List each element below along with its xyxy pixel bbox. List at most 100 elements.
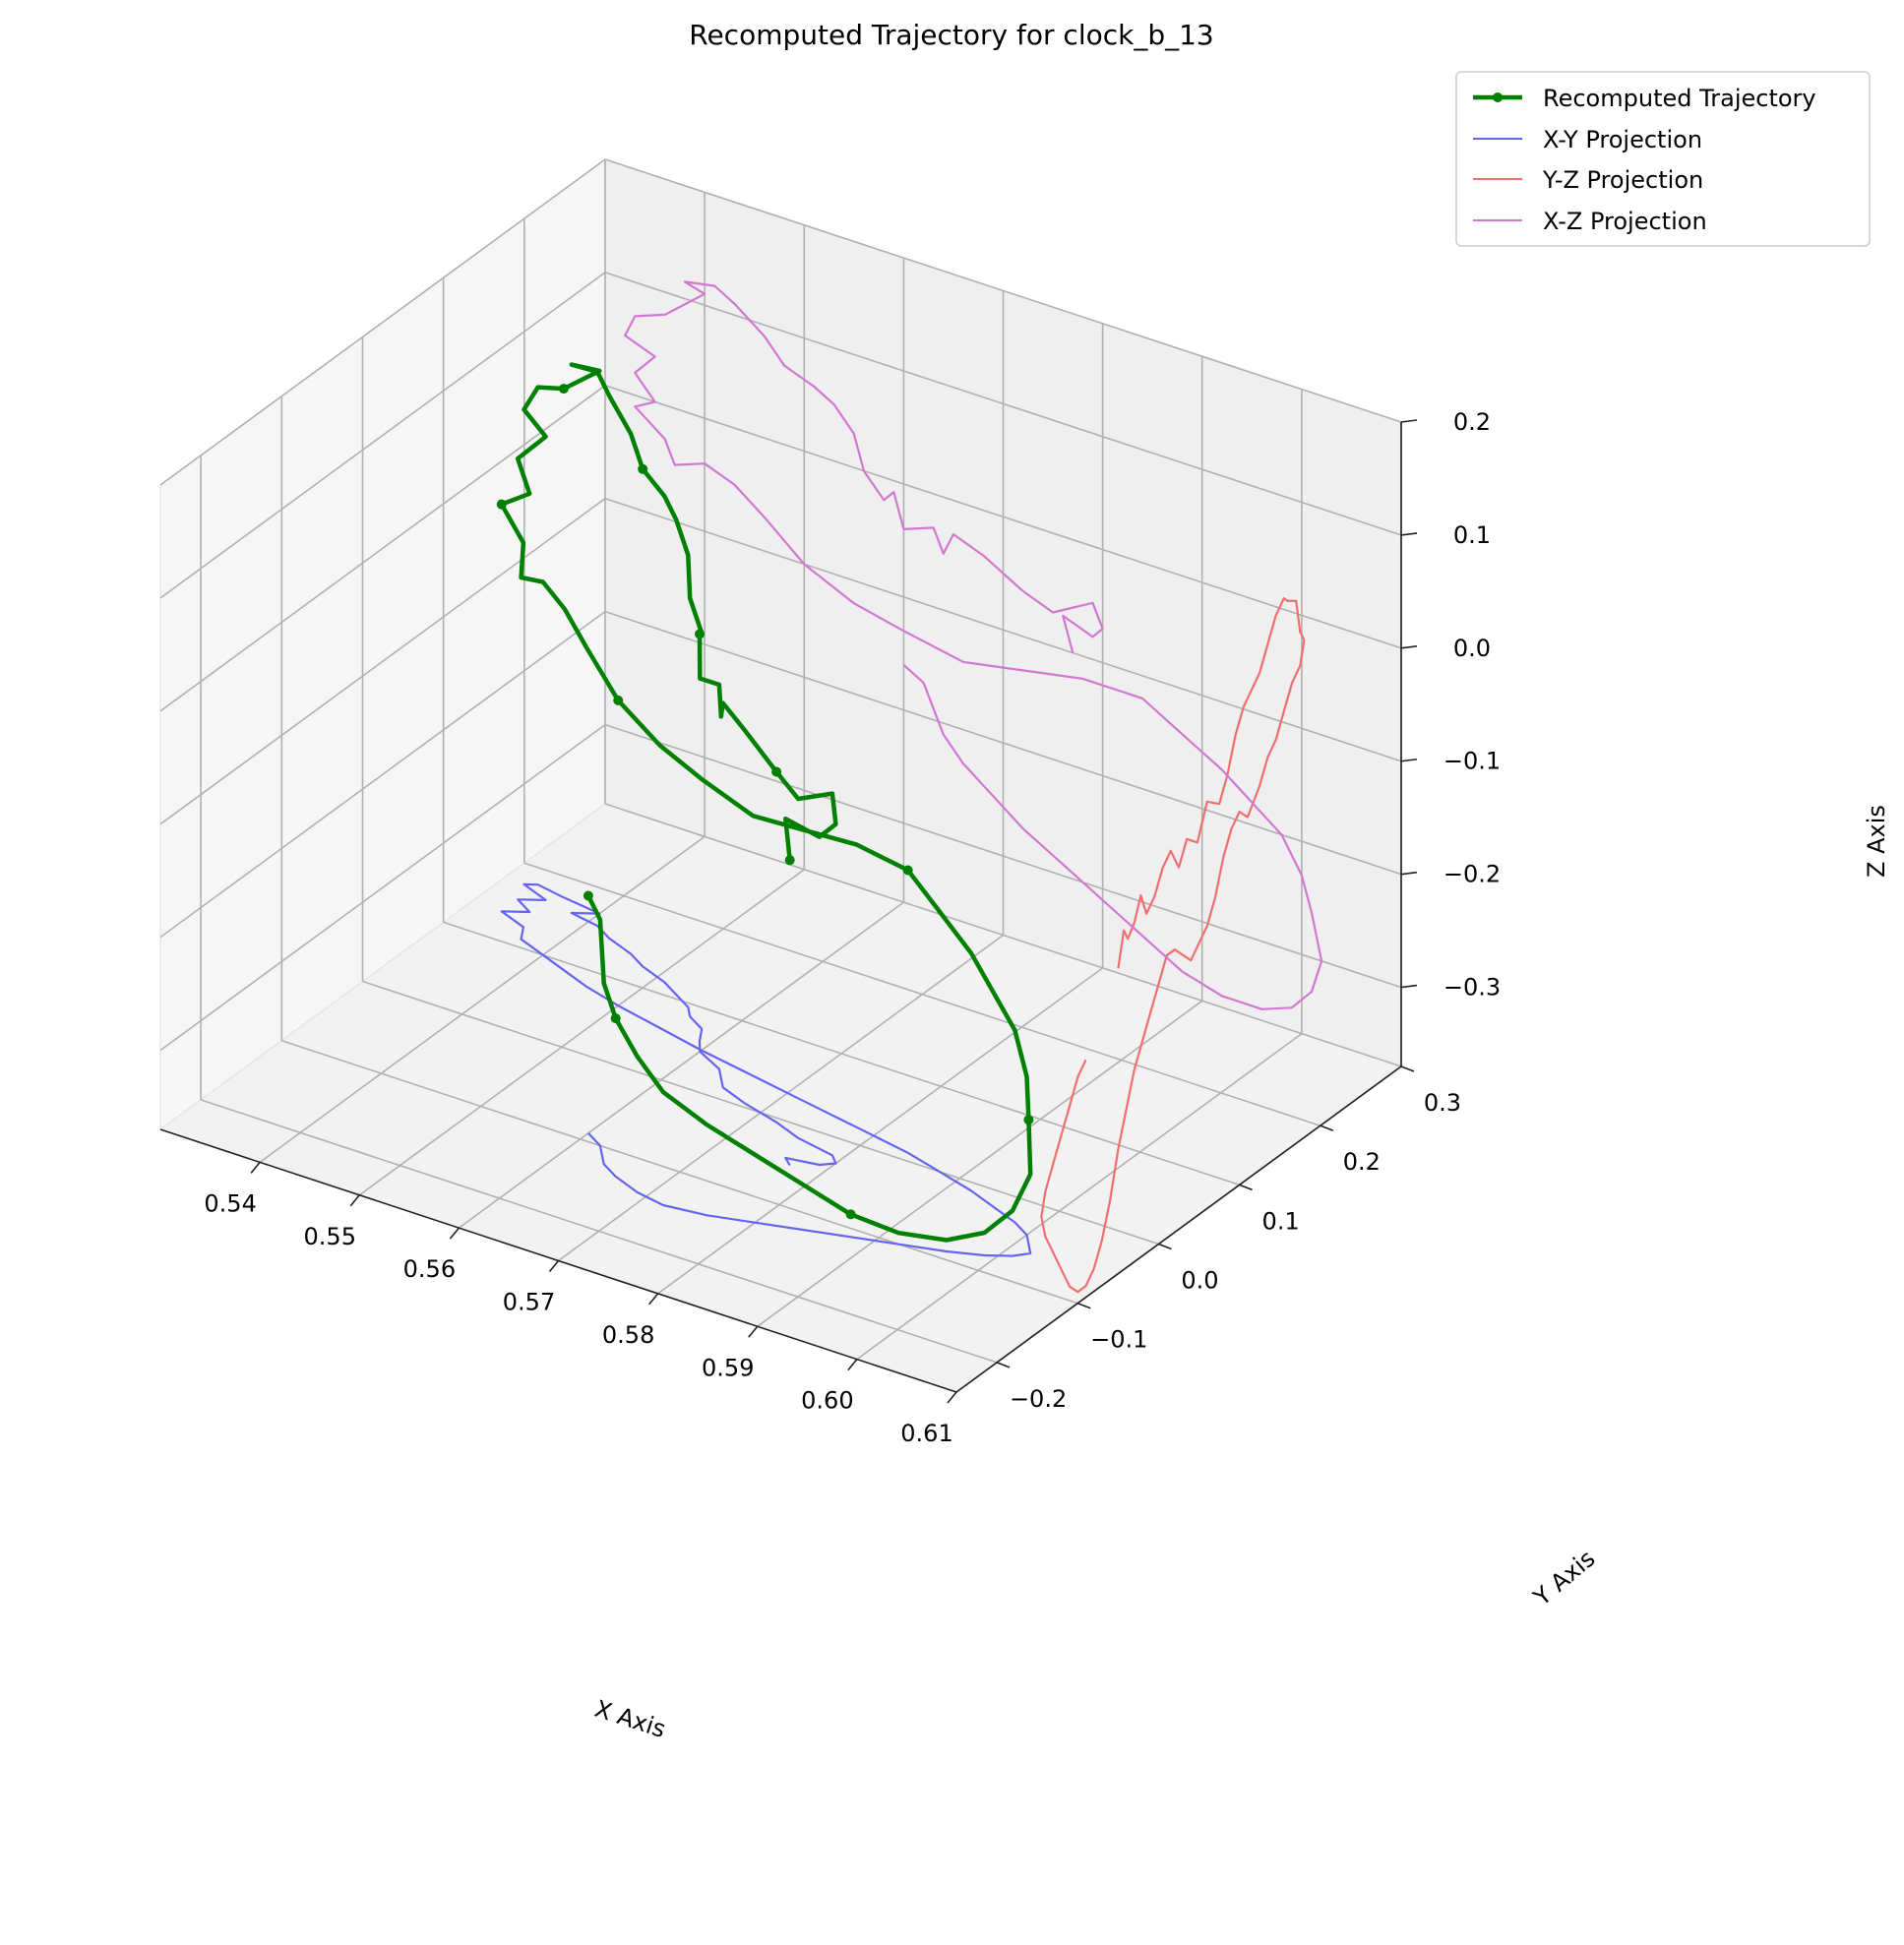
- axis-lines: [159, 419, 1418, 1404]
- z-tick-label-1: −0.2: [1443, 861, 1501, 888]
- y-tick-label-1: −0.1: [1090, 1326, 1147, 1354]
- legend: Recomputed Trajectory X-Y Projection Y-Z…: [1455, 71, 1871, 247]
- y-tick-mark-5: [1400, 1065, 1415, 1072]
- y-tick-label-2: 0.0: [1181, 1267, 1218, 1295]
- x-tick-mark-5: [748, 1325, 759, 1338]
- z-tick-mark-2: [1400, 758, 1418, 762]
- legend-label-xz: X-Z Projection: [1543, 208, 1707, 235]
- z-tick-mark-3: [1400, 645, 1418, 649]
- x-axis-label: X Axis: [591, 1695, 669, 1743]
- z-tick-label-4: 0.1: [1453, 521, 1491, 549]
- z-grid-back-0: [604, 723, 1402, 989]
- chart-title: Recomputed Trajectory for clock_b_13: [689, 19, 1214, 51]
- y-tick-label-5: 0.3: [1424, 1089, 1461, 1117]
- trajectory-point-48: [1023, 1115, 1034, 1125]
- x-tick-label-0: 0.54: [204, 1189, 256, 1217]
- trajectory-point-6: [771, 766, 782, 777]
- y-tick-mark-0: [996, 1362, 1011, 1368]
- y-grid-floor-5: [604, 803, 1402, 1067]
- legend-marker-recomputed: [1493, 92, 1503, 102]
- legend-entry-yz: Y-Z Projection: [1473, 166, 1703, 194]
- x-tick-label-6: 0.60: [801, 1387, 853, 1415]
- trajectory-point-54: [845, 1209, 856, 1220]
- trajectory-point-12: [695, 629, 705, 639]
- x-tick-label-5: 0.59: [702, 1354, 754, 1381]
- y-tick-mark-2: [1158, 1243, 1172, 1250]
- z-grid-left-5: [159, 158, 606, 486]
- trajectory-point-36: [613, 695, 624, 705]
- trajectory-point-64: [583, 890, 593, 901]
- tick-labels: 0.54 0.55 0.56 0.57 0.58 0.59 0.60 0.61 −0.2 −0.1…: [204, 408, 1501, 1447]
- gridlines: [159, 158, 1402, 1393]
- trajectory-point-60: [610, 1013, 621, 1024]
- z-grid-back-1: [604, 610, 1402, 876]
- yz-projection-line: [1040, 597, 1306, 1294]
- x-grid-floor-1: [358, 869, 805, 1196]
- x-tick-label-3: 0.57: [503, 1289, 555, 1316]
- data-series: [496, 280, 1323, 1294]
- y-tick-label-4: 0.2: [1343, 1148, 1381, 1176]
- y-tick-mark-4: [1320, 1124, 1334, 1131]
- legend-label-yz: Y-Z Projection: [1542, 166, 1703, 194]
- z-grid-left-4: [159, 272, 606, 599]
- y-grid-floor-4: [523, 862, 1321, 1126]
- x-grid-floor-6: [856, 1032, 1303, 1361]
- y-tick-label-0: −0.2: [1010, 1385, 1067, 1413]
- z-grid-left-0: [159, 723, 606, 1052]
- y-grid-floor-3: [443, 921, 1240, 1186]
- xy-projection-line: [500, 882, 1032, 1257]
- legend-label-xy: X-Y Projection: [1543, 126, 1702, 153]
- z-tick-mark-1: [1400, 871, 1418, 876]
- z-tick-label-2: −0.1: [1443, 748, 1501, 775]
- x-tick-mark-4: [648, 1293, 659, 1306]
- z-tick-mark-0: [1400, 984, 1418, 989]
- y-axis-label: Y Axis: [1527, 1545, 1600, 1611]
- x-tick-mark-1: [349, 1194, 360, 1207]
- legend-entry-recomputed: Recomputed Trajectory: [1473, 85, 1816, 112]
- z-tick-label-0: −0.3: [1443, 974, 1501, 1002]
- x-tick-mark-3: [548, 1259, 560, 1273]
- z-grid-back-4: [604, 272, 1402, 536]
- z-grid-back-5: [604, 158, 1402, 423]
- z-grid-back-3: [604, 385, 1402, 649]
- x-tick-mark-6: [847, 1359, 858, 1371]
- x-tick-mark-0: [250, 1161, 261, 1174]
- x-tick-label-1: 0.55: [304, 1223, 356, 1250]
- x-tick-label-4: 0.58: [602, 1321, 654, 1349]
- z-tick-mark-5: [1400, 419, 1418, 423]
- z-grid-left-2: [159, 498, 606, 825]
- x-tick-mark-7: [947, 1391, 957, 1404]
- trajectory-point-24: [558, 384, 569, 395]
- y-tick-mark-1: [1076, 1302, 1091, 1309]
- x-tick-mark-2: [449, 1227, 460, 1240]
- x-grid-floor-4: [657, 967, 1104, 1295]
- recomputed-trajectory-line: [499, 362, 1033, 1243]
- legend-frame: [1455, 71, 1871, 247]
- trajectory-point-42: [902, 865, 913, 876]
- x-tick-label-7: 0.61: [900, 1420, 952, 1447]
- x-grid-floor-5: [757, 1000, 1203, 1327]
- y-tick-label-3: 0.1: [1262, 1207, 1300, 1235]
- x-tick-label-2: 0.56: [403, 1255, 456, 1283]
- trajectory-point-30: [496, 499, 507, 510]
- x-grid-floor-0: [259, 835, 706, 1164]
- y-grid-floor-0: [200, 1099, 998, 1364]
- z-grid-back-2: [604, 497, 1402, 762]
- trajectory-point-18: [638, 463, 648, 474]
- x-grid-floor-3: [558, 934, 1004, 1262]
- xz-projection-line: [624, 280, 1323, 1010]
- z-tick-mark-4: [1400, 532, 1418, 536]
- z-axis-label: Z Axis: [1863, 805, 1890, 878]
- z-grid-left-1: [159, 610, 606, 939]
- legend-label-recomputed: Recomputed Trajectory: [1543, 85, 1816, 112]
- z-tick-label-5: 0.2: [1453, 408, 1491, 436]
- z-grid-left-3: [159, 385, 606, 712]
- legend-entry-xz: X-Z Projection: [1473, 208, 1707, 235]
- z-tick-label-3: 0.0: [1453, 635, 1491, 662]
- trajectory-point-0: [784, 855, 795, 866]
- x-grid-floor-2: [458, 901, 904, 1229]
- y-grid-floor-1: [281, 1039, 1078, 1305]
- y-axis-line: [955, 1065, 1402, 1393]
- legend-entry-xy: X-Y Projection: [1473, 126, 1702, 153]
